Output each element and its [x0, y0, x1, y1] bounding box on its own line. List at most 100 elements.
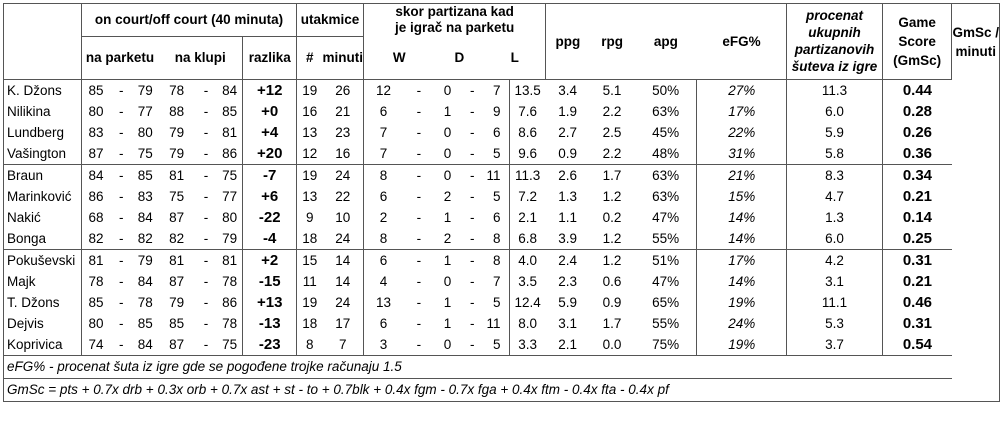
minutes-value: 24 — [322, 163, 364, 186]
header-ppg: ppg — [555, 33, 581, 49]
dash-separator: - — [469, 103, 475, 119]
oncourt-opp-score: 80 — [137, 124, 153, 140]
apg-value: 1.2 — [602, 230, 622, 246]
oncourt-opp-score: 77 — [137, 103, 153, 119]
header-game-score: Game Score (GmSc) — [882, 3, 953, 79]
shot-share-value: 21% — [696, 163, 788, 186]
games-count: 9 — [306, 209, 314, 225]
oncourt-own-score: 84 — [81, 163, 111, 186]
shot-share-value: 31% — [696, 142, 788, 164]
dash-separator: - — [460, 78, 485, 101]
rpg-value: 1.1 — [558, 209, 577, 225]
bench-own-score: 87 — [169, 273, 185, 289]
games-count: 13 — [302, 124, 318, 140]
table-row: Nilikina 80-77 88-85 +0 16 21 6-1-9 7.6 1.9 2.2 63… — [3, 100, 1000, 122]
table-row: Braun 84-85 81-75 -7 19 24 8-0-11 11.3 2.6 1.7 63%… — [3, 163, 1000, 186]
header-na-klupi: na klupi — [158, 36, 243, 80]
bench-own-score: 87 — [169, 209, 185, 225]
bench-opp-score: 81 — [216, 248, 243, 271]
header-procenat-3: partizanovih — [794, 42, 875, 58]
games-count: 18 — [302, 230, 318, 246]
bench-own-score: 81 — [158, 248, 196, 271]
dash-separator: - — [119, 145, 124, 161]
ppg-value: 8.6 — [518, 124, 538, 140]
razlika-value: -22 — [242, 206, 298, 228]
bench-own-score: 88 — [169, 103, 185, 119]
oncourt-own-score: 80 — [88, 103, 104, 119]
player-name: Pokuševski — [3, 248, 82, 271]
efg-value: 50% — [634, 78, 698, 101]
player-name: Lundberg — [3, 121, 82, 143]
games-count: 11 — [302, 273, 317, 289]
wins-value: 6 — [379, 315, 388, 331]
wins-value: 6 — [363, 248, 404, 271]
losses-value: 6 — [484, 206, 510, 228]
header-minuti: minuti — [322, 36, 364, 80]
dash-separator: - — [469, 209, 475, 225]
header-procenat-1: procenat — [805, 8, 863, 24]
apg-value: 2.5 — [602, 124, 622, 140]
footnote-efg: eFG% - procenat šuta iz igre gde se pogo… — [3, 354, 952, 378]
minutes-value: 14 — [322, 270, 364, 292]
efg-value: 47% — [634, 270, 698, 292]
dash-separator: - — [119, 103, 124, 119]
table-row: Marinković 86-83 75-77 +6 13 22 6-2-5 7.2 1.3 1.2… — [3, 185, 1000, 207]
table-row: Dejvis 80-85 85-78 -13 18 17 6-1-11 8.0 3.1 1.7 55… — [3, 312, 1000, 334]
apg-value: 1.2 — [602, 188, 622, 204]
razlika-value: +0 — [242, 100, 298, 122]
player-name: Nilikina — [3, 100, 82, 122]
games-count: 13 — [302, 188, 318, 204]
dash-separator: - — [119, 336, 124, 352]
bench-own-score: 79 — [169, 294, 185, 310]
dash-separator: - — [110, 248, 133, 271]
header-oncourt: on court/off court (40 minuta) — [81, 3, 298, 37]
ppg-value: 3.5 — [518, 273, 538, 289]
game-score-value: 6.0 — [786, 227, 883, 249]
dash-separator: - — [119, 273, 124, 289]
player-name: Marinković — [3, 185, 82, 207]
wins-value: 6 — [379, 103, 388, 119]
rpg-value: 2.7 — [558, 124, 577, 140]
dash-separator: - — [469, 273, 475, 289]
gmsc-per-minute-value: 0.21 — [902, 187, 933, 205]
rpg-value: 1.3 — [558, 188, 577, 204]
razlika-value: +2 — [242, 248, 298, 271]
gmsc-per-minute-value: 0.44 — [882, 78, 952, 101]
draws-value: 0 — [434, 78, 461, 101]
dash-separator: - — [203, 336, 209, 352]
losses-value: 5 — [484, 333, 510, 355]
bench-own-score: 87 — [169, 336, 185, 352]
game-score-value: 3.7 — [786, 333, 883, 355]
draws-value: 0 — [434, 163, 461, 186]
bench-opp-score: 79 — [222, 230, 238, 246]
table-row: Vašington 87-75 79-86 +20 12 16 7-0-5 9.6 0.9 2.2… — [3, 142, 1000, 164]
rpg-value: 1.9 — [558, 103, 577, 119]
dash-separator: - — [469, 145, 475, 161]
oncourt-own-score: 78 — [88, 273, 104, 289]
ppg-value: 4.0 — [509, 248, 546, 271]
ppg-value: 13.5 — [509, 78, 546, 101]
games-count: 19 — [296, 78, 323, 101]
oncourt-own-score: 83 — [88, 124, 104, 140]
dash-separator: - — [416, 230, 422, 246]
wins-value: 8 — [379, 230, 388, 246]
dash-separator: - — [203, 315, 209, 331]
efg-value: 63% — [634, 185, 698, 207]
wins-value: 7 — [379, 145, 388, 161]
dash-separator: - — [469, 230, 475, 246]
minutes-value: 24 — [322, 227, 364, 249]
oncourt-own-score: 80 — [88, 315, 104, 331]
minutes-value: 16 — [322, 142, 364, 164]
oncourt-opp-score: 79 — [132, 78, 159, 101]
apg-value: 0.2 — [602, 209, 622, 225]
rpg-value: 5.9 — [558, 294, 577, 310]
game-score-value: 3.1 — [786, 270, 883, 292]
table-row: Pokuševski 81-79 81-81 +2 15 14 6-1-8 4.0 2.4 1.2… — [3, 248, 1000, 271]
dash-separator: - — [416, 315, 422, 331]
draws-value: 0 — [443, 336, 452, 352]
game-score-value: 4.7 — [786, 185, 883, 207]
ppg-value: 7.6 — [518, 103, 538, 119]
game-score-value: 5.9 — [786, 121, 883, 143]
draws-value: 0 — [443, 124, 452, 140]
shot-share-value: 14% — [696, 206, 788, 228]
